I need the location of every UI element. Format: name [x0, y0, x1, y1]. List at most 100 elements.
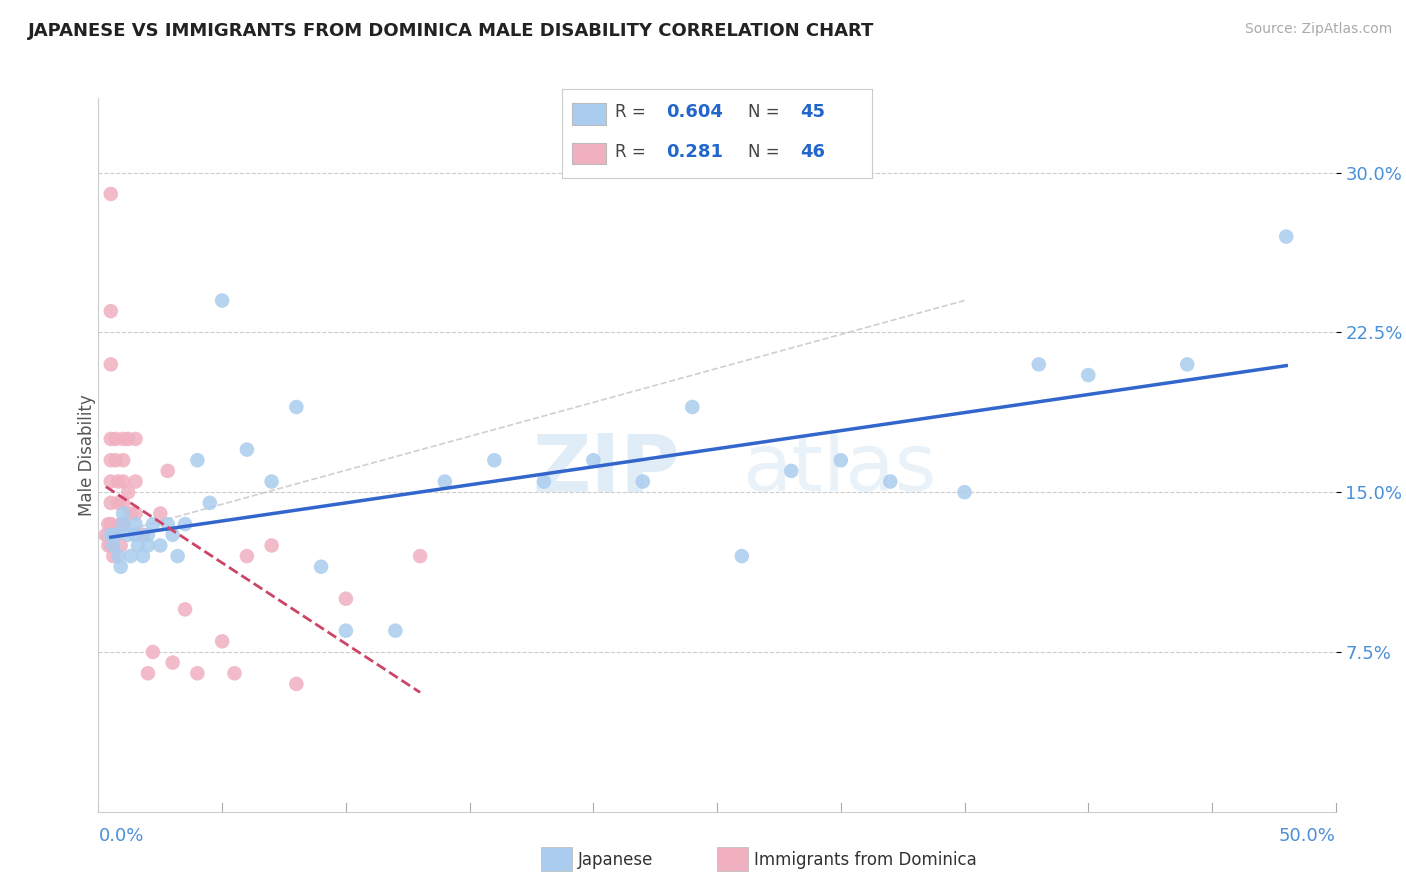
Point: [107, 549, 129, 563]
Point: [149, 538, 172, 552]
Point: [100, 432, 122, 446]
Point: [112, 517, 135, 532]
Point: [409, 549, 432, 563]
Text: JAPANESE VS IMMIGRANTS FROM DOMINICA MALE DISABILITY CORRELATION CHART: JAPANESE VS IMMIGRANTS FROM DOMINICA MAL…: [28, 22, 875, 40]
Point: [100, 186, 122, 201]
Point: [124, 507, 146, 521]
Point: [97, 517, 120, 532]
Point: [156, 464, 179, 478]
Point: [142, 517, 165, 532]
Point: [124, 432, 146, 446]
Point: [1175, 358, 1198, 372]
Point: [117, 432, 139, 446]
Point: [285, 677, 308, 691]
Point: [953, 485, 976, 500]
Text: 0.604: 0.604: [666, 103, 723, 121]
Text: 0.281: 0.281: [666, 143, 723, 161]
Point: [120, 507, 142, 521]
Point: [112, 432, 135, 446]
Point: [117, 528, 139, 542]
Text: Japanese: Japanese: [578, 851, 654, 869]
Point: [103, 538, 125, 552]
Point: [174, 602, 197, 616]
Point: [124, 528, 146, 542]
Text: Immigrants from Dominica: Immigrants from Dominica: [754, 851, 976, 869]
Point: [100, 496, 122, 510]
Point: [879, 475, 901, 489]
Point: [112, 517, 135, 532]
Text: ZIP: ZIP: [533, 430, 681, 508]
Point: [104, 528, 127, 542]
Point: [112, 496, 135, 510]
Point: [484, 453, 506, 467]
Point: [335, 591, 357, 606]
Point: [100, 517, 122, 532]
Point: [124, 475, 146, 489]
Point: [124, 517, 146, 532]
Point: [112, 475, 135, 489]
Point: [174, 517, 197, 532]
Point: [780, 464, 803, 478]
Point: [112, 453, 135, 467]
Point: [1275, 229, 1298, 244]
Text: 45: 45: [800, 103, 825, 121]
Point: [1028, 358, 1050, 372]
Text: R =: R =: [614, 143, 645, 161]
Point: [156, 517, 179, 532]
Point: [236, 442, 259, 457]
Point: [110, 559, 132, 574]
Point: [103, 528, 125, 542]
Point: [136, 666, 159, 681]
Point: [110, 538, 132, 552]
Point: [198, 496, 221, 510]
Point: [100, 453, 122, 467]
Point: [162, 656, 184, 670]
Point: [100, 304, 122, 318]
Point: [186, 666, 208, 681]
Point: [433, 475, 456, 489]
Point: [285, 400, 308, 414]
Point: [335, 624, 357, 638]
Point: [582, 453, 605, 467]
Point: [149, 507, 172, 521]
Point: [100, 538, 122, 552]
Point: [110, 517, 132, 532]
Text: 50.0%: 50.0%: [1279, 828, 1336, 846]
Point: [309, 559, 332, 574]
Point: [100, 475, 122, 489]
Point: [681, 400, 703, 414]
Point: [533, 475, 555, 489]
Point: [830, 453, 852, 467]
Point: [384, 624, 406, 638]
Point: [94, 528, 117, 542]
Point: [97, 538, 120, 552]
Point: [117, 485, 139, 500]
Point: [186, 453, 208, 467]
Point: [136, 528, 159, 542]
Point: [132, 528, 155, 542]
Point: [166, 549, 188, 563]
Text: N =: N =: [748, 103, 779, 121]
Point: [224, 666, 246, 681]
Point: [120, 549, 142, 563]
Point: [260, 475, 283, 489]
Point: [211, 634, 233, 648]
Point: [107, 496, 129, 510]
FancyBboxPatch shape: [572, 143, 606, 164]
Point: [100, 358, 122, 372]
Point: [731, 549, 754, 563]
Text: 0.0%: 0.0%: [98, 828, 143, 846]
Text: 46: 46: [800, 143, 825, 161]
Point: [260, 538, 283, 552]
Point: [104, 453, 127, 467]
Point: [1077, 368, 1099, 382]
Point: [107, 475, 129, 489]
Point: [142, 645, 165, 659]
Text: Source: ZipAtlas.com: Source: ZipAtlas.com: [1244, 22, 1392, 37]
Text: atlas: atlas: [742, 430, 936, 508]
Y-axis label: Male Disability: Male Disability: [79, 394, 96, 516]
Point: [136, 538, 159, 552]
Point: [100, 528, 122, 542]
Point: [127, 538, 149, 552]
Point: [211, 293, 233, 308]
